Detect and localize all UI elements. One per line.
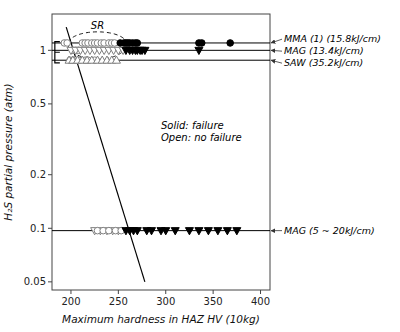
plot-frame <box>52 14 270 290</box>
x-tick <box>118 290 119 294</box>
x-tick <box>165 290 166 294</box>
reference-leader <box>271 50 282 52</box>
x-tick-label: 250 <box>109 296 128 307</box>
bracket <box>55 42 60 63</box>
y-tick-label: 0.1 <box>30 223 46 234</box>
y-tick-label: 1 <box>40 45 46 56</box>
reference-leader <box>271 60 282 63</box>
y-axis-label: H₂S partial pressure (atm) <box>2 83 14 220</box>
y-tick <box>48 281 52 282</box>
note-line: Solid: failure <box>161 120 224 131</box>
plot-area <box>52 27 270 282</box>
x-tick-label: 300 <box>156 296 175 307</box>
x-axis-label: Maximum hardness in HAZ HV (10kg) <box>62 313 260 325</box>
point <box>148 228 156 235</box>
point <box>106 227 113 234</box>
point <box>162 228 170 235</box>
reference-label: MAG (5 ~ 20kJ/cm) <box>284 225 375 236</box>
note: Solid: failureOpen: no failure <box>161 120 242 143</box>
reference-leader <box>271 230 282 231</box>
point <box>64 40 71 47</box>
ellipse-label: SR <box>91 20 104 31</box>
point <box>112 56 120 63</box>
y-tick-label: 0.5 <box>30 98 46 109</box>
x-tick <box>70 290 71 294</box>
x-tick <box>213 290 214 294</box>
chart: 200 250 300 350 400 0.05 0.1 0.2 0.5 1 Maximum har… <box>0 0 400 332</box>
y-tick <box>48 50 52 51</box>
x-tick-label: 350 <box>204 296 223 307</box>
point <box>233 228 241 235</box>
y-tick <box>48 228 52 229</box>
reference-label: SAW (35.2kJ/cm) <box>284 57 363 68</box>
reference-label: MAG (13.4kJ/cm) <box>284 45 364 56</box>
dividing-line <box>66 27 145 282</box>
point <box>133 228 141 235</box>
point <box>204 228 212 235</box>
y-tick <box>48 174 52 175</box>
point <box>134 40 141 47</box>
point <box>141 47 149 54</box>
point <box>171 228 179 235</box>
point <box>185 228 193 235</box>
point <box>195 228 203 235</box>
point <box>223 228 231 235</box>
y-tick <box>48 103 52 104</box>
point <box>195 47 203 54</box>
y-tick-label: 0.2 <box>30 169 46 180</box>
reference-label: MMA (1) (15.8kJ/cm) <box>284 33 381 44</box>
point <box>198 40 205 47</box>
x-tick-label: 200 <box>61 296 80 307</box>
point <box>214 228 222 235</box>
point <box>227 40 234 47</box>
x-tick-label: 400 <box>251 296 270 307</box>
reference-leader <box>271 39 282 43</box>
x-tick <box>260 290 261 294</box>
note-line: Open: no failure <box>161 132 242 143</box>
y-tick-label: 0.05 <box>24 276 46 287</box>
